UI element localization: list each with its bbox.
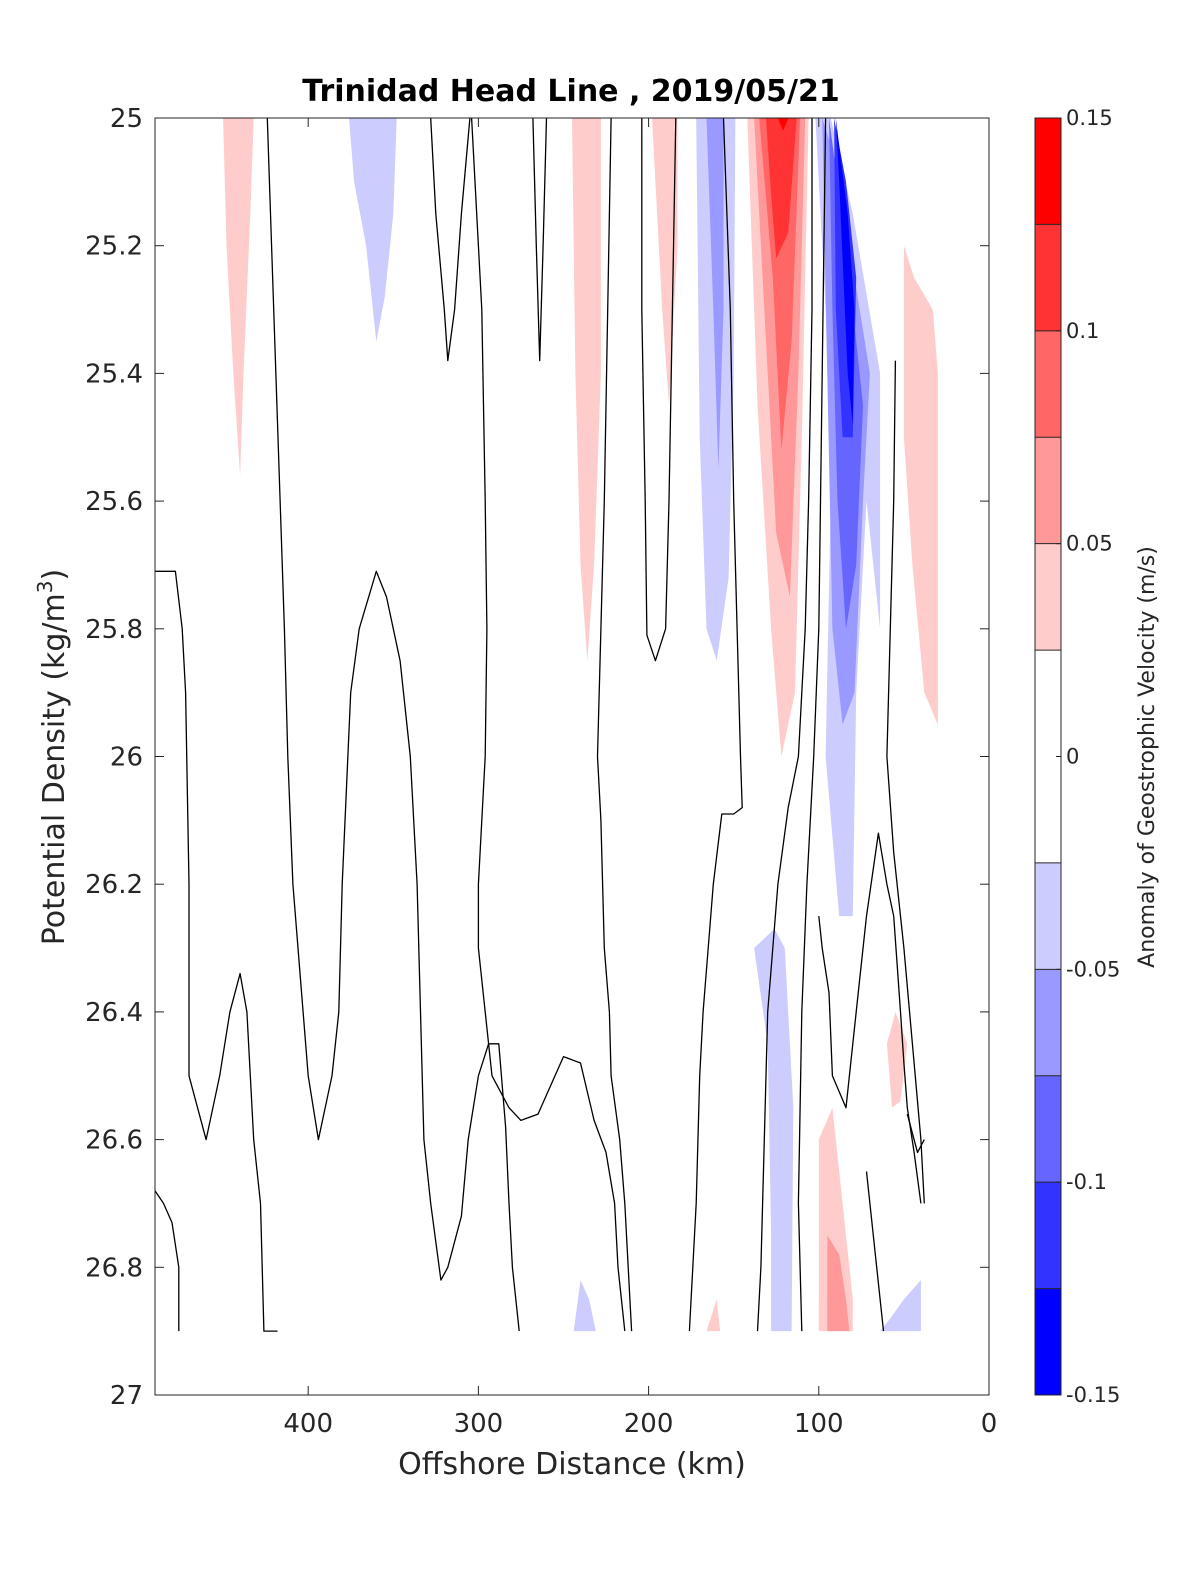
zero-contour-lines <box>155 118 925 1332</box>
colorbar-swatch-2 <box>1035 330 1061 438</box>
filled-region-10 <box>777 118 789 131</box>
colorbar-tick-label: 0.15 <box>1066 106 1113 130</box>
y-tick-label: 25.8 <box>85 615 143 645</box>
x-axis-title: Offshore Distance (km) <box>398 1447 746 1482</box>
zero-contour-line-11 <box>818 832 922 1204</box>
colorbar-swatch-1 <box>1035 224 1061 332</box>
filled-region-15 <box>835 118 855 425</box>
colorbar-tick-label: -0.05 <box>1066 957 1120 981</box>
zero-contour-line-13 <box>865 1171 885 1332</box>
colorbar: 0.15 0.1 0.05 0 -0.05 -0.1 -0.15 <box>1034 106 1120 1407</box>
colorbar-swatch-10 <box>1035 1288 1061 1396</box>
x-tick-label: 200 <box>624 1409 674 1439</box>
y-tick-label: 25.6 <box>85 487 143 517</box>
filled-region-22 <box>706 1299 721 1332</box>
filled-region-5 <box>706 118 724 470</box>
y-tick-label: 25.2 <box>85 232 143 262</box>
zero-contour-line-0 <box>155 570 278 1332</box>
filled-region-17 <box>754 928 794 1332</box>
zero-contour-line-3 <box>470 118 626 1332</box>
y-axis-title-close: ) <box>37 569 72 581</box>
zero-contour-line-5 <box>532 118 548 362</box>
filled-region-3 <box>652 118 678 406</box>
y-tick-label: 26.6 <box>85 1126 143 1156</box>
colorbar-tick-label: 0.1 <box>1066 319 1099 343</box>
y-tick-label: 26.2 <box>85 870 143 900</box>
y-axis-title: Potential Density (kg/m3) <box>33 569 72 945</box>
colorbar-swatch-8 <box>1035 1075 1061 1183</box>
zero-contour-line-1 <box>155 1190 180 1332</box>
y-axis: 25 25.2 25.4 25.6 25.8 26 26.2 26.4 26.6 26.8 27 <box>85 104 989 1411</box>
y-tick-label: 26 <box>110 743 143 773</box>
y-tick-label: 27 <box>110 1381 143 1411</box>
filled-region-16 <box>903 245 938 725</box>
zero-contour-line-8 <box>688 118 743 1332</box>
zero-contour-line-6 <box>596 118 633 1332</box>
zero-contour-line-9 <box>756 118 813 1332</box>
colorbar-tick-label: -0.1 <box>1066 1170 1107 1194</box>
colorbar-swatch-3 <box>1035 437 1061 545</box>
y-axis-title-main: Potential Density (kg/m <box>37 593 72 945</box>
x-tick-label: 300 <box>454 1409 504 1439</box>
colorbar-swatch-0 <box>1035 118 1061 225</box>
zero-contour-line-4 <box>430 118 471 362</box>
colorbar-swatch-6 <box>1035 862 1061 970</box>
filled-region-0 <box>223 118 254 476</box>
filled-region-2 <box>572 118 601 661</box>
colorbar-tick-label: -0.15 <box>1066 1383 1120 1407</box>
zero-contour-line-14 <box>906 1113 925 1154</box>
filled-region-23 <box>880 1280 921 1332</box>
colorbar-tick-label: 0.05 <box>1066 532 1113 556</box>
colorbar-tick-label: 0 <box>1066 745 1079 769</box>
filled-contours <box>223 118 938 1332</box>
filled-region-21 <box>573 1280 596 1332</box>
colorbar-title: Anomaly of Geostrophic Velocity (m/s) <box>1135 546 1160 968</box>
y-tick-label: 25.4 <box>85 359 143 389</box>
x-tick-label: 400 <box>283 1409 333 1439</box>
zero-contour-line-10 <box>797 118 827 1332</box>
plot-area <box>154 117 990 1396</box>
chart-title: Trinidad Head Line , 2019/05/21 <box>302 74 839 109</box>
y-tick-label: 26.8 <box>85 1253 143 1283</box>
filled-region-20 <box>827 1235 850 1332</box>
filled-region-4 <box>696 118 736 661</box>
x-tick-label: 0 <box>981 1409 998 1439</box>
y-axis-title-superscript: 3 <box>33 580 57 593</box>
zero-contour-line-7 <box>641 118 677 662</box>
colorbar-swatch-9 <box>1035 1182 1061 1290</box>
filled-region-9 <box>766 118 797 259</box>
colorbar-swatch-4 <box>1035 543 1061 651</box>
zero-contour-line-12 <box>886 360 925 1204</box>
y-tick-label: 25 <box>110 104 143 134</box>
y-tick-label: 26.4 <box>85 998 143 1028</box>
colorbar-swatch-7 <box>1035 969 1061 1077</box>
filled-region-1 <box>349 118 397 342</box>
x-tick-label: 100 <box>794 1409 844 1439</box>
x-axis: 400 300 200 100 0 <box>283 118 997 1439</box>
